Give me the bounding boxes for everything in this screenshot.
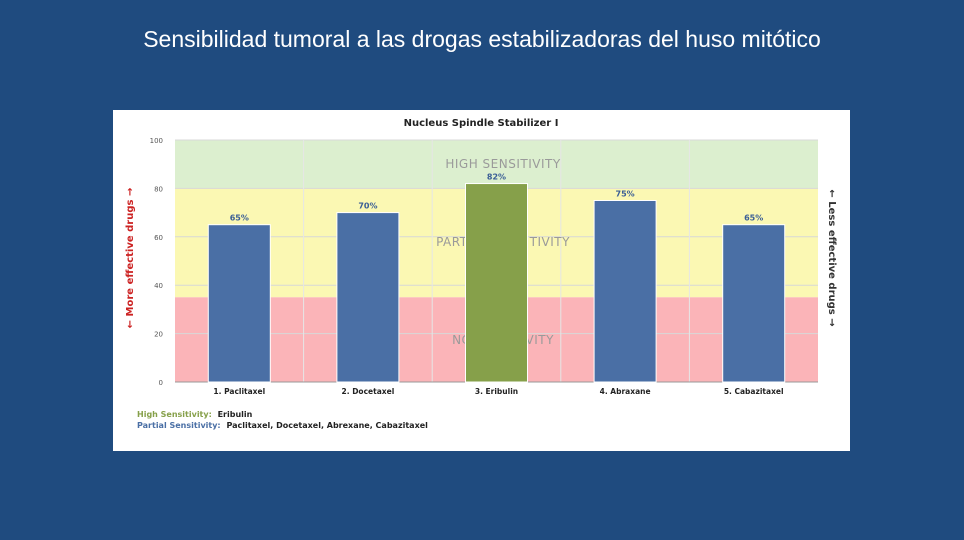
legend-partial-value: Paclitaxel, Docetaxel, Abrexane, Cabazit… (226, 421, 428, 430)
value-labels: 65% 70% 82% 75% 65% (230, 173, 764, 223)
bar-value-label: 65% (230, 214, 249, 223)
band-label: HIGH SENSITIVITY (445, 157, 560, 171)
legend-partial-key: Partial Sensitivity: (137, 421, 221, 430)
y-tick-label: 80 (154, 185, 163, 193)
x-tick-label: 5. Cabazitaxel (724, 387, 784, 396)
slide-title: Sensibilidad tumoral a las drogas estabi… (143, 26, 821, 52)
legend-high-value: Eribulin (218, 410, 253, 419)
x-tick-label: 1. Paclitaxel (213, 387, 265, 396)
y-tick-label: 0 (159, 379, 163, 387)
bar-2 (336, 212, 400, 383)
bar-3 (465, 183, 528, 383)
svg-text:Partial Sensitivity: P: Partial Sensitivity: Paclitaxel, Docetax… (137, 421, 428, 430)
bar-1 (207, 224, 271, 383)
y-tick-label: 60 (154, 234, 163, 242)
bar-value-label: 82% (487, 173, 506, 182)
svg-text:High Sensitivity: Erib: High Sensitivity: Eribulin (137, 410, 253, 419)
y-ticks: 0 20 40 60 80 100 (150, 137, 163, 387)
y-tick-label: 40 (154, 282, 163, 290)
x-tick-label: 2. Docetaxel (342, 387, 395, 396)
y-tick-label: 100 (150, 137, 163, 145)
y-axis-label-right: ← Less effective drugs → (826, 189, 837, 326)
chart-title: Nucleus Spindle Stabilizer I (404, 118, 559, 129)
x-ticks: 1. Paclitaxel 2. Docetaxel 3. Eribulin 4. A… (213, 387, 783, 396)
bar-value-label: 70% (358, 202, 377, 211)
y-axis-label-left: ← More effective drugs → (125, 188, 136, 329)
bar-value-label: 65% (744, 214, 763, 223)
legend-high-key: High Sensitivity: (137, 410, 212, 419)
bars (207, 183, 786, 383)
x-tick-label: 3. Eribulin (475, 387, 518, 396)
bar-4 (593, 200, 657, 383)
y-tick-label: 20 (154, 331, 163, 339)
x-tick-label: 4. Abraxane (600, 387, 651, 396)
legend: High Sensitivity: Eribulin Partial Sensi… (137, 410, 428, 430)
band-0 (175, 140, 818, 189)
bar-value-label: 75% (616, 190, 635, 199)
bar-5 (722, 224, 786, 383)
